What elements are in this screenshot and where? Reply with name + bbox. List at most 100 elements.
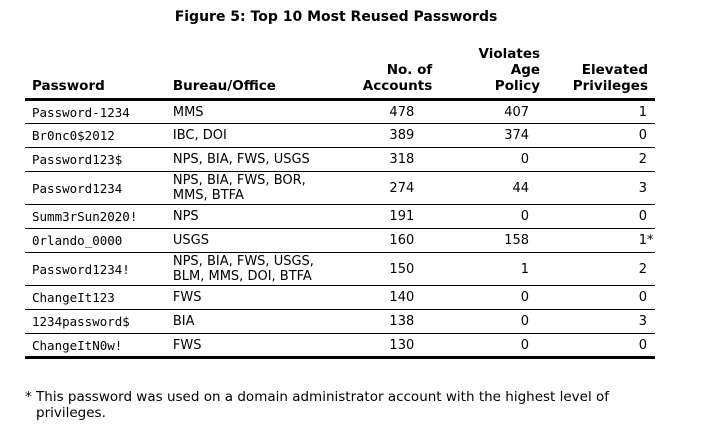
- cell-bureau: MMS: [166, 100, 328, 124]
- cell-accounts: 150: [389, 261, 415, 277]
- cell-password: ChangeItN0w!: [32, 337, 123, 353]
- cell-elevated: 0: [547, 205, 655, 229]
- cell-bureau-line: IBC, DOI: [172, 128, 227, 143]
- table-row: Password1234 NPS, BIA, FWS, BOR, MMS, BTFA…: [25, 172, 655, 205]
- cell-violates: 0: [520, 209, 530, 224]
- cell-violates: 0: [520, 152, 530, 167]
- cell-bureau: NPS: [166, 205, 328, 229]
- header-violates: Violates Age Policy: [439, 46, 547, 100]
- cell-bureau: FWS: [166, 286, 328, 310]
- cell-elevated-value: 3: [638, 314, 647, 329]
- header-bureau: Bureau/Office: [172, 78, 276, 94]
- cell-elevated: 2: [547, 148, 655, 172]
- footnote-line-2: privileges.: [36, 405, 106, 421]
- cell-password: Summ3rSun2020!: [32, 209, 138, 224]
- header-elevated: Elevated Privileges: [547, 46, 655, 100]
- cell-accounts: 318: [389, 152, 415, 167]
- cell-bureau: FWS: [166, 334, 328, 358]
- cell-bureau-line: BIA: [172, 314, 195, 329]
- cell-bureau-line: USGS: [172, 233, 209, 248]
- cell-password: ChangeIt123: [32, 290, 115, 305]
- table-row: Password-1234 MMS 478 407 1: [25, 100, 655, 124]
- cell-elevated: 0: [547, 124, 655, 148]
- cell-accounts: 389: [389, 128, 415, 143]
- table-row: Br0nc0$2012 IBC, DOI 389 374 0: [25, 124, 655, 148]
- figure-caption: Figure 5: Top 10 Most Reused Passwords: [174, 9, 498, 25]
- cell-elevated-value: 0: [638, 209, 647, 224]
- cell-elevated: 1*: [638, 233, 654, 248]
- cell-password: Password123$: [32, 152, 123, 167]
- cell-bureau-line: FWS: [172, 337, 202, 353]
- cell-accounts: 160: [389, 233, 415, 248]
- cell-bureau-line: NPS: [172, 209, 199, 224]
- cell-violates: 0: [520, 337, 530, 353]
- cell-bureau-line: FWS: [172, 290, 202, 305]
- header-accounts: No. of Accounts: [328, 46, 439, 100]
- footnote-line-1: * This password was used on a domain adm…: [25, 389, 610, 405]
- cell-violates: 0: [520, 314, 530, 329]
- cell-bureau: USGS: [166, 229, 328, 253]
- cell-bureau: IBC, DOI: [166, 124, 328, 148]
- cell-elevated-value: 1: [638, 104, 647, 120]
- footnote: * This password was used on a domain adm…: [25, 389, 625, 421]
- table-header-row: Password Bureau/Office No. of Accounts V…: [25, 46, 655, 100]
- header-accounts-line-1: No. of: [386, 62, 433, 78]
- cell-elevated: 1: [547, 100, 655, 124]
- cell-accounts: 130: [389, 337, 415, 353]
- cell-elevated-value: 0: [638, 337, 647, 353]
- table-row: 0rlando_0000 USGS 160 158 1*: [25, 229, 655, 253]
- cell-elevated-value: 0: [638, 290, 647, 305]
- cell-password: Password1234!: [32, 261, 130, 277]
- cell-elevated-value: 2: [638, 261, 647, 277]
- header-password: Password: [32, 78, 105, 94]
- table-row: Password1234! NPS, BIA, FWS, USGS, BLM, MM…: [25, 253, 655, 286]
- cell-elevated: 3: [547, 172, 655, 205]
- header-elevated-line-1: Elevated: [581, 62, 648, 78]
- cell-password: Br0nc0$2012: [32, 128, 115, 143]
- table-row: ChangeIt123 FWS 140 0 0: [25, 286, 655, 310]
- cell-violates: 1: [520, 261, 530, 277]
- table-row: Password123$ NPS, BIA, FWS, USGS 318 0 2: [25, 148, 655, 172]
- cell-bureau: NPS, BIA, FWS, USGS, BLM, MMS, DOI, BTFA: [166, 253, 328, 286]
- cell-bureau-line: NPS, BIA, FWS, USGS: [172, 152, 310, 167]
- cell-elevated-value: 3: [638, 180, 647, 196]
- cell-bureau-line: BLM, MMS, DOI, BTFA: [172, 269, 312, 284]
- cell-password: Password1234: [32, 180, 123, 196]
- cell-password: 1234password$: [32, 314, 130, 329]
- cell-accounts: 140: [389, 290, 415, 305]
- cell-bureau: NPS, BIA, FWS, USGS: [166, 148, 328, 172]
- table-row: Summ3rSun2020! NPS 191 0 0: [25, 205, 655, 229]
- cell-elevated: 0: [547, 334, 655, 358]
- cell-elevated: 2: [547, 253, 655, 286]
- cell-password: Password-1234: [32, 104, 130, 120]
- cell-bureau-line: MMS, BTFA: [172, 188, 244, 203]
- header-elevated-line-2: Privileges: [572, 78, 648, 94]
- cell-accounts: 138: [389, 314, 415, 329]
- cell-violates: 0: [520, 290, 530, 305]
- cell-accounts: 191: [389, 209, 415, 224]
- cell-password: 0rlando_0000: [32, 233, 123, 248]
- passwords-table: Password Bureau/Office No. of Accounts V…: [25, 46, 655, 359]
- table-row: ChangeItN0w! FWS 130 0 0: [25, 334, 655, 358]
- header-violates-line-2: Policy: [494, 78, 541, 94]
- cell-violates: 158: [504, 233, 530, 248]
- cell-elevated-value: 1: [638, 233, 647, 248]
- cell-elevated: 0: [547, 286, 655, 310]
- table-body: Password-1234 MMS 478 407 1 Br0nc0$2012 IBC, D…: [25, 100, 655, 358]
- cell-accounts: 478: [389, 104, 415, 120]
- cell-violates: 44: [512, 180, 530, 196]
- table-row: 1234password$ BIA 138 0 3: [25, 310, 655, 334]
- cell-violates: 374: [504, 128, 530, 143]
- header-violates-line-1: Violates Age: [478, 46, 541, 78]
- cell-elevated-value: 0: [638, 128, 647, 143]
- header-accounts-line-2: Accounts: [362, 78, 433, 94]
- cell-elevated-value: 2: [638, 152, 647, 167]
- cell-violates: 407: [504, 104, 530, 120]
- cell-bureau-line: NPS, BIA, FWS, BOR,: [172, 173, 306, 188]
- cell-bureau-line: NPS, BIA, FWS, USGS,: [172, 254, 314, 269]
- cell-bureau: NPS, BIA, FWS, BOR, MMS, BTFA: [166, 172, 328, 205]
- cell-bureau: BIA: [166, 310, 328, 334]
- cell-bureau-line: MMS: [172, 104, 204, 120]
- cell-elevated: 3: [547, 310, 655, 334]
- cell-accounts: 274: [389, 180, 415, 196]
